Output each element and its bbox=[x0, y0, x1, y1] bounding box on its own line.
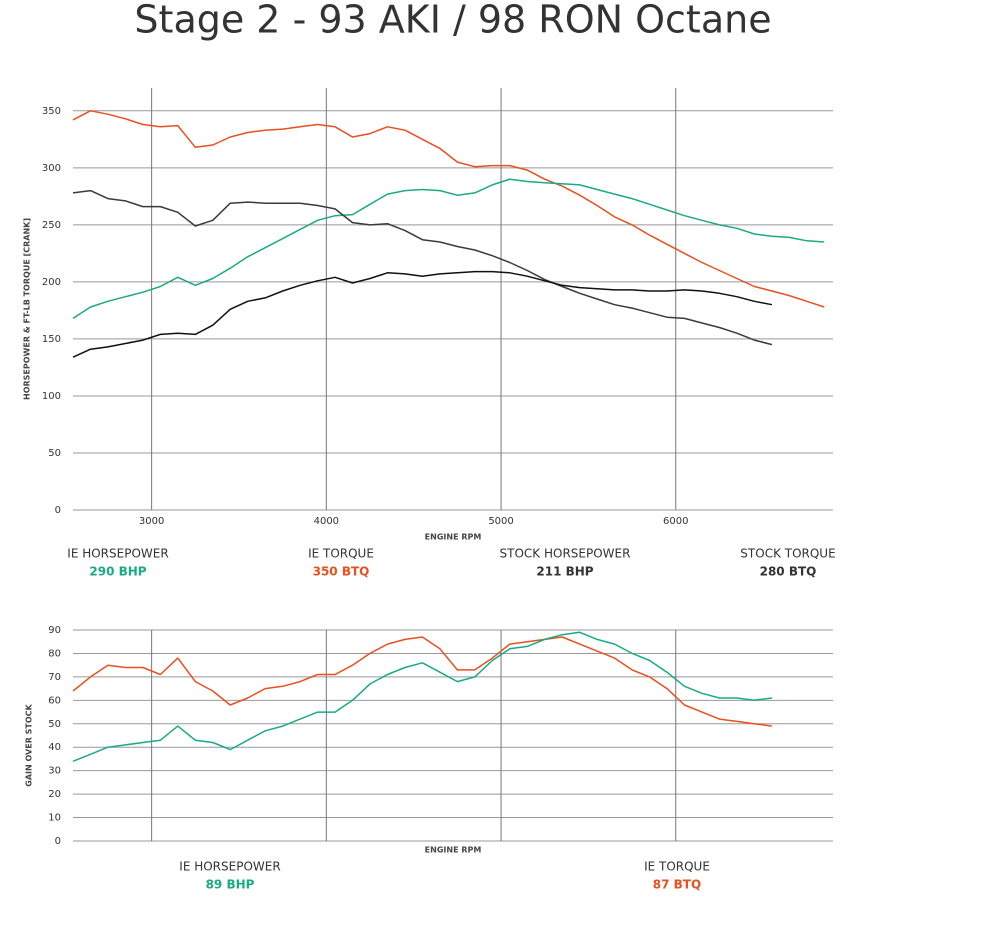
x-tick-label: 6000 bbox=[663, 516, 688, 527]
y-tick-label: 0 bbox=[55, 505, 61, 516]
legend-label: IE TORQUE bbox=[644, 860, 710, 874]
series-line bbox=[72, 178, 825, 320]
legend-value: 280 BTQ bbox=[760, 565, 817, 579]
y-axis-title: GAIN OVER STOCK bbox=[25, 703, 34, 786]
legend-value: 290 BHP bbox=[89, 565, 146, 579]
legend-value: 87 BTQ bbox=[653, 878, 701, 892]
y-tick-label: 200 bbox=[42, 277, 61, 288]
y-tick-label: 80 bbox=[48, 648, 61, 659]
legend-value: 350 BTQ bbox=[313, 565, 370, 579]
legend-value: 89 BHP bbox=[206, 878, 255, 892]
y-tick-label: 70 bbox=[48, 672, 61, 683]
legend-label: STOCK TORQUE bbox=[740, 547, 835, 561]
y-tick-label: 150 bbox=[42, 334, 61, 345]
x-tick-label: 3000 bbox=[139, 516, 164, 527]
y-tick-label: 350 bbox=[42, 106, 61, 117]
y-tick-label: 20 bbox=[48, 789, 61, 800]
y-tick-label: 100 bbox=[42, 391, 61, 402]
y-axis-title: HORSEPOWER & FT-LB TORQUE [CRANK] bbox=[23, 218, 32, 400]
legend-label: STOCK HORSEPOWER bbox=[500, 547, 631, 561]
legend-label: IE HORSEPOWER bbox=[179, 860, 280, 874]
page-title: Stage 2 - 93 AKI / 98 RON Octane bbox=[134, 0, 771, 42]
y-tick-label: 30 bbox=[48, 766, 61, 777]
x-tick-label: 5000 bbox=[488, 516, 513, 527]
y-tick-label: 50 bbox=[48, 719, 61, 730]
x-axis-title: ENGINE RPM bbox=[425, 846, 482, 855]
series-line bbox=[72, 189, 773, 346]
x-tick-label: 4000 bbox=[314, 516, 339, 527]
y-tick-label: 50 bbox=[48, 448, 61, 459]
y-tick-label: 40 bbox=[48, 742, 61, 753]
series-line bbox=[72, 636, 772, 727]
series-line bbox=[72, 110, 825, 308]
y-tick-label: 90 bbox=[48, 625, 61, 636]
y-tick-label: 10 bbox=[48, 813, 61, 824]
x-axis-title: ENGINE RPM bbox=[425, 533, 482, 542]
legend-value: 211 BHP bbox=[536, 565, 593, 579]
series-line bbox=[72, 631, 772, 762]
y-tick-label: 60 bbox=[48, 695, 61, 706]
y-tick-label: 300 bbox=[42, 163, 61, 174]
legend-label: IE HORSEPOWER bbox=[67, 547, 168, 561]
y-tick-label: 250 bbox=[42, 220, 61, 231]
y-tick-label: 0 bbox=[55, 836, 61, 847]
series-line bbox=[72, 270, 773, 358]
legend-label: IE TORQUE bbox=[308, 547, 374, 561]
